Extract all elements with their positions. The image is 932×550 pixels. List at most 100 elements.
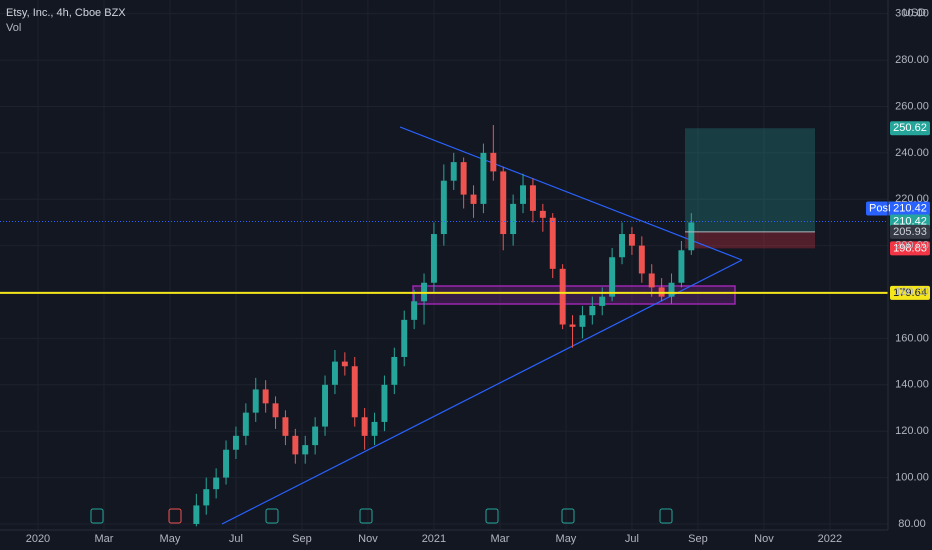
x-tick-label: Jul	[625, 533, 639, 545]
y-tick-label: 120.00	[895, 425, 929, 437]
price-label: 210.42	[893, 215, 927, 227]
candle-body	[480, 152, 487, 204]
x-tick-label: May	[160, 533, 181, 545]
price-label: 205.93	[893, 226, 927, 238]
session-tag-text: Post	[869, 202, 891, 214]
x-tick-label: Jul	[229, 533, 243, 545]
trend-line-lower	[221, 259, 743, 525]
price-label: 198.83	[893, 242, 927, 254]
candle-body	[193, 505, 200, 524]
earnings-marker	[168, 508, 182, 524]
candle-body	[302, 445, 309, 455]
x-tick-label: 2021	[422, 533, 446, 545]
y-tick-label: 180.00	[895, 286, 929, 298]
candle-body	[490, 152, 497, 172]
x-tick-label: Nov	[358, 533, 378, 545]
candle-body	[262, 389, 269, 404]
stop-zone	[685, 231, 815, 249]
y-tick-label: 200.00	[895, 240, 929, 252]
currency-label: USD	[903, 7, 926, 19]
candle-body	[292, 435, 299, 455]
earnings-markers	[90, 508, 673, 524]
candle-body	[638, 245, 645, 274]
candle-body	[232, 435, 239, 450]
candles	[193, 125, 695, 527]
y-tick-label: 140.00	[895, 379, 929, 391]
candle-body	[282, 417, 289, 436]
x-tick-label: 2020	[26, 533, 50, 545]
candle-body	[371, 421, 378, 436]
candle-body	[599, 296, 606, 306]
x-tick-label: May	[556, 533, 577, 545]
price-label: 210.42	[893, 202, 927, 214]
candle-body	[430, 234, 437, 283]
target-zone	[685, 128, 815, 232]
candle-body	[440, 180, 447, 235]
x-tick-label: 2022	[818, 533, 842, 545]
x-tick-label: Nov	[754, 533, 774, 545]
candle-body	[470, 194, 477, 204]
candle-body	[549, 217, 556, 269]
candle-body	[589, 305, 596, 316]
candle-body	[252, 389, 259, 413]
price-label-box	[890, 201, 930, 216]
chart-title: Etsy, Inc., 4h, Cboe BZX	[6, 7, 126, 19]
x-tick-label: Mar	[94, 533, 113, 545]
candle-body	[322, 384, 329, 427]
price-label-box	[890, 121, 930, 136]
support-box	[412, 285, 736, 305]
candle-body	[312, 426, 319, 446]
price-label: 250.62	[893, 122, 927, 134]
earnings-marker	[561, 508, 575, 524]
candle-body	[272, 403, 279, 418]
earnings-marker	[659, 508, 673, 524]
y-tick-label: 300.00	[895, 8, 929, 20]
x-tick-label: Sep	[688, 533, 708, 545]
candle-body	[460, 162, 467, 195]
candle-body	[500, 171, 507, 235]
candle-body	[529, 185, 536, 211]
candle-body	[331, 361, 338, 385]
candle-body	[242, 412, 249, 436]
y-tick-label: 160.00	[895, 332, 929, 344]
price-label: 179.64	[893, 287, 927, 299]
candle-body	[559, 268, 566, 325]
candle-body	[688, 222, 695, 251]
candle-body	[668, 282, 675, 297]
earnings-marker	[265, 508, 279, 524]
candle-body	[510, 203, 517, 235]
candle-body	[361, 417, 368, 436]
candle-body	[619, 234, 625, 258]
x-tick-label: Sep	[292, 533, 312, 545]
x-tick-label: Mar	[490, 533, 509, 545]
candle-body	[203, 489, 210, 506]
candle-body	[341, 361, 348, 367]
candle-body	[539, 210, 546, 218]
y-tick-label: 220.00	[895, 193, 929, 205]
price-label-box	[890, 285, 930, 300]
session-tag	[866, 201, 894, 216]
trend-line-upper	[399, 126, 743, 261]
candle-body	[609, 257, 616, 297]
earnings-marker	[359, 508, 373, 524]
earnings-marker	[485, 508, 499, 524]
y-tick-label: 80.00	[898, 518, 926, 530]
candle-body	[450, 162, 457, 181]
candle-body	[569, 324, 576, 327]
candle-body	[401, 319, 408, 357]
y-tick-label: 260.00	[895, 100, 929, 112]
price-label-box	[890, 224, 930, 239]
candle-body	[411, 301, 418, 320]
candle-body	[381, 384, 388, 422]
candle-body	[520, 185, 527, 204]
candle-body	[213, 477, 220, 490]
candle-body	[648, 273, 655, 288]
candle-body	[628, 234, 635, 246]
candle-body	[223, 449, 230, 478]
y-tick-label: 280.00	[895, 54, 929, 66]
candle-body	[678, 250, 685, 283]
y-tick-label: 240.00	[895, 147, 929, 159]
candle-body	[351, 366, 358, 418]
